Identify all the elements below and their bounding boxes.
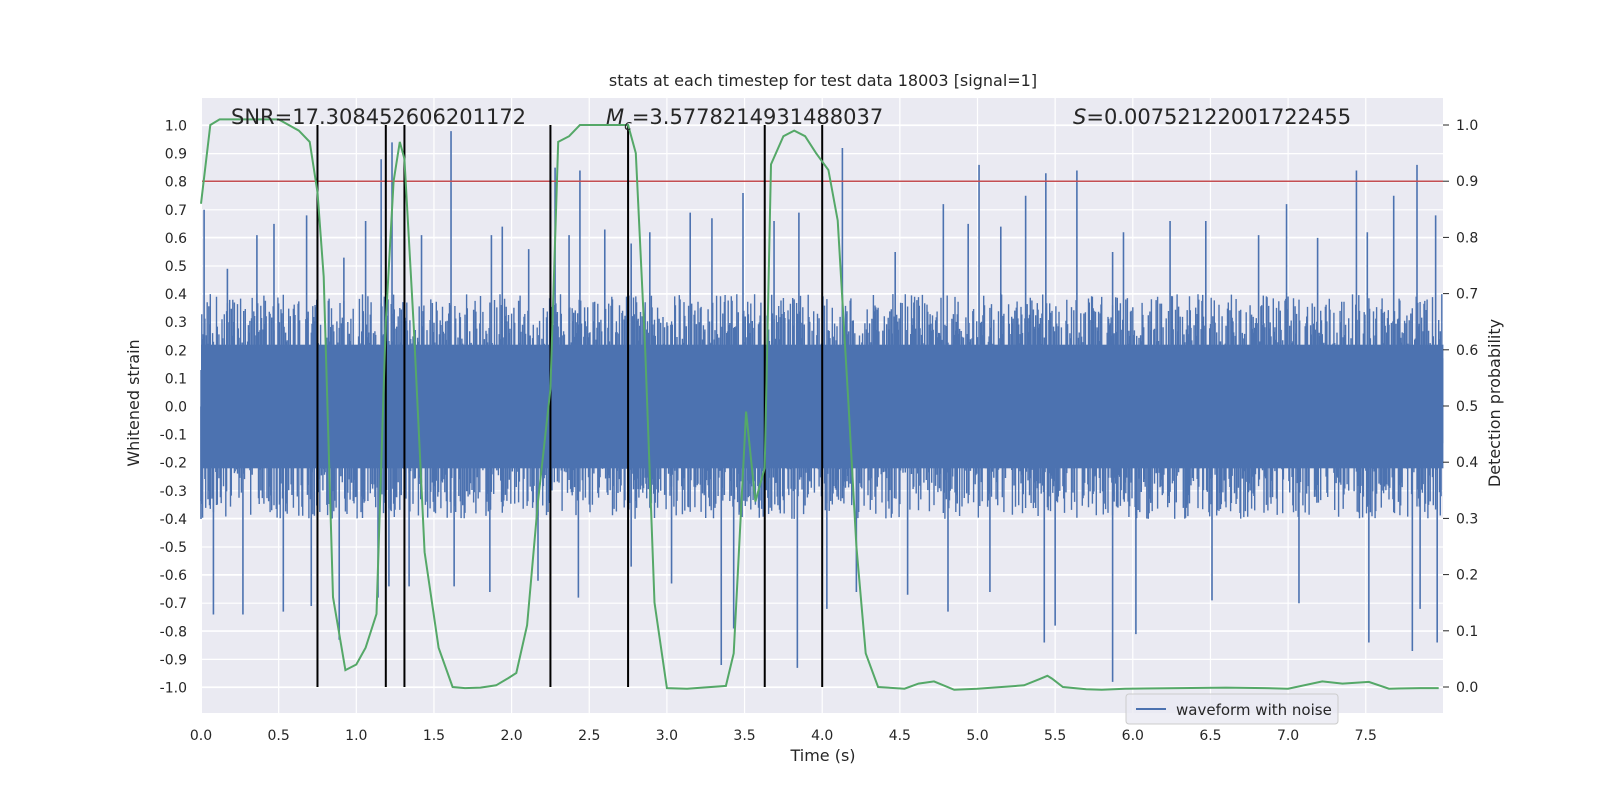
legend: waveform with noise (1125, 693, 1339, 725)
y-tick-label-left: -0.8 (160, 624, 187, 640)
y-tick-label-right: 0.5 (1456, 399, 1478, 415)
y-axis-right: 1.0 0.9 0.8 0.7 0.6 0.5 0.4 0.3 0.2 0.1 0.0 (1443, 118, 1478, 696)
event-lines (316, 125, 824, 687)
mc-value: =3.5778214931488037 (632, 105, 883, 129)
s-value: =0.00752122001722455 (1086, 105, 1351, 129)
y-tick-label-left: -1.0 (160, 681, 187, 697)
y-tick-label-right: 0.2 (1456, 568, 1478, 584)
x-axis-label: Time (s) (789, 746, 855, 765)
legend-label: waveform with noise (1176, 701, 1332, 719)
y-tick-label-right: 0.3 (1456, 511, 1478, 527)
y-tick-label-left: -0.7 (160, 596, 187, 612)
x-tick-label: 1.5 (423, 728, 445, 744)
x-tick-label: 3.0 (656, 728, 678, 744)
y-tick-label-left: 0.9 (165, 147, 187, 163)
x-tick-label: 3.5 (733, 728, 755, 744)
y-tick-label-left: 0.4 (165, 287, 187, 303)
x-tick-label: 6.0 (1122, 728, 1144, 744)
y-tick-label-left: -0.3 (160, 484, 187, 500)
y-tick-label-left: 0.1 (165, 371, 187, 387)
x-tick-label: 7.5 (1355, 728, 1377, 744)
mc-annotation: Mc=3.5778214931488037 (606, 105, 883, 134)
y-tick-label-right: 0.4 (1456, 455, 1478, 471)
y-tick-label-right: 0.7 (1456, 287, 1478, 303)
x-tick-label: 4.5 (889, 728, 911, 744)
x-tick-label: 0.0 (190, 728, 212, 744)
y-tick-label-right: 1.0 (1456, 118, 1478, 134)
y-tick-label-left: 0.7 (165, 203, 187, 219)
y-tick-label-left: 0.2 (165, 343, 187, 359)
s-annotation: S=0.00752122001722455 (1073, 105, 1351, 129)
x-tick-label: 2.5 (578, 728, 600, 744)
y-tick-label-right: 0.9 (1456, 174, 1478, 190)
y-tick-label-left: 0.3 (165, 315, 187, 331)
y-tick-label-left: -0.6 (160, 568, 187, 584)
y-tick-label-left: -0.9 (160, 652, 187, 668)
y-tick-label-right: 0.8 (1456, 230, 1478, 246)
y-tick-label-left: 0.8 (165, 175, 187, 191)
y-tick-label-left: 0.6 (165, 231, 187, 247)
y-axis-label-left: Whitened strain (124, 339, 143, 466)
x-tick-label: 2.0 (500, 728, 522, 744)
detection-probability-line (200, 118, 1439, 691)
y-tick-label-left: 0.5 (165, 259, 187, 275)
legend-box (1125, 693, 1339, 725)
x-axis: 0.0 0.5 1.0 1.5 2.0 2.5 3.0 3.5 4.0 4.5 5.0 5.5 6.0 6… (190, 728, 1377, 744)
x-tick-label: 5.5 (1044, 728, 1066, 744)
x-tick-label: 0.5 (268, 728, 290, 744)
y-tick-label-right: 0.0 (1456, 680, 1478, 696)
y-tick-label-left: -0.5 (160, 540, 187, 556)
x-tick-label: 7.0 (1277, 728, 1299, 744)
snr-annotation: SNR=17.308452606201172 (231, 105, 526, 129)
y-tick-label-left: -0.4 (160, 512, 187, 528)
y-tick-label-left: -0.2 (160, 456, 187, 472)
x-tick-label: 4.0 (811, 728, 833, 744)
x-tick-label: 6.5 (1199, 728, 1221, 744)
s-symbol: S (1073, 105, 1086, 129)
chart-title: stats at each timestep for test data 180… (609, 71, 1037, 90)
y-axis-left: 1.0 0.9 0.8 0.7 0.6 0.5 0.4 0.3 0.2 0.1 0.0 -0.1 -0.… (160, 119, 187, 697)
mc-symbol: M (606, 105, 624, 129)
y-tick-label-left: -0.1 (160, 428, 187, 444)
x-tick-label: 1.0 (345, 728, 367, 744)
y-tick-label-right: 0.1 (1456, 624, 1478, 640)
y-axis-label-right: Detection probability (1485, 319, 1504, 487)
mc-subscript: c (624, 118, 632, 134)
y-tick-label-left: 1.0 (165, 119, 187, 135)
y-tick-label-left: 0.0 (165, 400, 187, 416)
x-tick-label: 5.0 (966, 728, 988, 744)
y-tick-label-right: 0.6 (1456, 343, 1478, 359)
